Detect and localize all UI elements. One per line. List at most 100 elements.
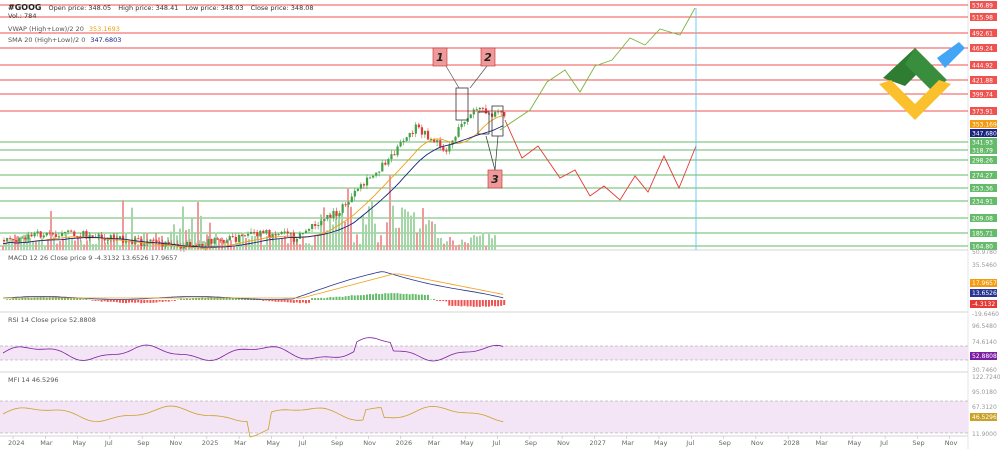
marker-2-label: 2 <box>484 51 492 64</box>
candle-body <box>390 154 392 159</box>
candle-body <box>497 111 499 112</box>
rsi-axis-label: 96.5480 <box>972 323 997 330</box>
macd-histogram-bar <box>372 294 374 300</box>
candle-body <box>445 151 447 152</box>
volume-bar <box>470 237 472 250</box>
macd-histogram-bar <box>415 294 417 300</box>
macd-histogram-bar <box>125 300 127 303</box>
candle-body <box>265 230 267 233</box>
macd-histogram-bar <box>107 300 109 302</box>
candle-body <box>409 133 411 137</box>
candle-body <box>52 233 54 234</box>
volume-bar <box>305 243 307 250</box>
price-level-label: 373.91 <box>972 109 993 116</box>
candle-body <box>357 189 359 191</box>
macd-histogram-bar <box>320 298 322 300</box>
volume-bar <box>137 244 139 250</box>
volume-bar <box>428 220 430 250</box>
candle-body <box>82 231 84 237</box>
x-axis-tick-label: May <box>266 439 280 447</box>
macd-histogram-bar <box>378 294 380 300</box>
macd-histogram-bar <box>470 300 472 306</box>
marker-1-pointer <box>446 66 459 88</box>
volume-bar <box>209 223 211 250</box>
ohlc-low: Low price: 348.03 <box>185 4 243 12</box>
candle-body <box>226 240 228 242</box>
candle-body <box>18 238 20 242</box>
macd-histogram-bar <box>311 298 313 300</box>
macd-histogram-bar <box>436 300 438 301</box>
marker-1-label: 1 <box>436 51 444 64</box>
macd-axis-label: 35.5460 <box>972 262 997 269</box>
volume-bar <box>431 221 433 250</box>
candle-body <box>98 235 100 237</box>
candle-body <box>387 159 389 165</box>
candle-body <box>299 233 301 239</box>
candle-body <box>339 213 341 216</box>
marker-3-pointer-b <box>495 136 498 170</box>
candle-body <box>30 235 32 237</box>
volume-bar <box>86 240 88 250</box>
candle-body <box>88 235 90 238</box>
macd-histogram-bar <box>174 300 176 301</box>
macd-histogram-bar <box>360 295 362 300</box>
macd-histogram-bar <box>485 300 487 307</box>
rsi-legend[interactable]: RSI 14 Close price 52.8808 <box>8 316 96 324</box>
volume-bar <box>362 215 364 250</box>
volume-bar <box>356 234 358 250</box>
volume-bar <box>329 213 331 250</box>
candle-body <box>278 234 280 235</box>
macd-histogram-bar <box>464 300 466 306</box>
rsi-band <box>0 346 968 360</box>
volume-bar <box>383 245 385 250</box>
candle-body <box>396 146 398 155</box>
candle-body <box>24 238 26 240</box>
bull-scenario-line <box>500 8 695 130</box>
volume-bar <box>413 212 415 250</box>
candle-body <box>427 131 429 140</box>
volume-bar <box>419 228 421 250</box>
macd-histogram-bar <box>128 300 130 303</box>
macd-histogram-bar <box>213 297 215 300</box>
volume-bar <box>476 236 478 250</box>
candle-body <box>241 235 243 236</box>
candle-body <box>317 225 319 226</box>
macd-histogram-bar <box>409 294 411 300</box>
candle-body <box>9 238 11 239</box>
volume-bar <box>146 233 148 250</box>
volume-bar <box>278 238 280 250</box>
macd-histogram-bar <box>189 299 191 300</box>
candle-body <box>335 211 337 216</box>
macd-histogram-bar <box>70 298 72 300</box>
volume-bar <box>5 243 7 250</box>
price-level-label: 515.98 <box>972 15 993 22</box>
candle-body <box>369 178 371 179</box>
macd-histogram-bar <box>192 298 194 300</box>
macd-histogram-bar <box>342 297 344 300</box>
volume-bar <box>29 238 31 250</box>
mfi-legend[interactable]: MFI 14 46.5296 <box>8 376 59 384</box>
candle-body <box>201 244 203 247</box>
volume-bar <box>380 235 382 250</box>
volume-bar <box>65 233 67 250</box>
candle-body <box>418 125 420 128</box>
macd-histogram-bar <box>268 300 270 301</box>
macd-legend[interactable]: MACD 12 26 Close price 9 -4.3132 13.6526… <box>8 254 178 262</box>
volume-bar <box>377 242 379 250</box>
candle-body <box>461 124 463 127</box>
volume-bar <box>50 211 52 250</box>
candle-body <box>223 240 225 243</box>
candle-body <box>503 112 505 116</box>
candle-body <box>400 142 402 146</box>
macd-value-2: 13.6526 <box>122 254 149 262</box>
candle-body <box>363 184 365 185</box>
candle-body <box>21 238 23 239</box>
x-axis-tick-label: Jul <box>104 439 113 447</box>
macd-histogram-bar <box>357 295 359 300</box>
rsi-axis-label: 52.8808 <box>972 353 997 360</box>
macd-histogram-bar <box>290 300 292 303</box>
